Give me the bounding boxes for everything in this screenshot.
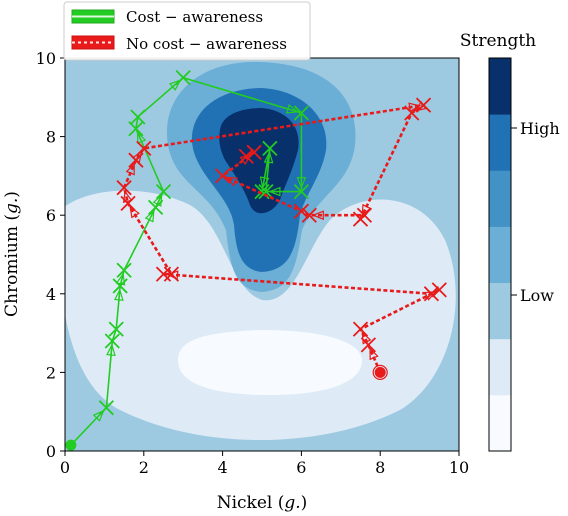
- y-axis-ticks: 0 2 4 6 8 10: [36, 49, 65, 461]
- x-axis-label-close: ): [301, 493, 308, 513]
- colorbar-label-high: High: [520, 119, 560, 138]
- x-tick-label: 2: [139, 458, 149, 477]
- colorbar-label-low: Low: [520, 286, 554, 305]
- y-tick-label: 0: [46, 442, 56, 461]
- series-arrowhead-cost-awareness: [285, 104, 300, 114]
- series-arrowhead-cost-awareness: [268, 186, 281, 197]
- series-point-marker-no-cost-awareness: [155, 266, 172, 282]
- series-point-marker-no-cost-awareness: [423, 286, 440, 302]
- legend-box: [63, 1, 311, 61]
- series-arrowhead-no-cost-awareness: [361, 203, 372, 217]
- series-point-marker-no-cost-awareness: [136, 140, 152, 157]
- legend: Cost − awareness No cost − awareness: [63, 1, 311, 61]
- series-point-marker-no-cost-awareness: [360, 337, 377, 353]
- y-tick-label: 10: [36, 49, 56, 68]
- series-point-marker-no-cost-awareness: [415, 97, 432, 113]
- series-point-marker-no-cost-awareness: [116, 180, 132, 196]
- series-arrowhead-no-cost-awareness: [369, 347, 379, 361]
- series-point-marker-cost-awareness: [130, 109, 146, 125]
- series-point-marker-cost-awareness: [104, 333, 120, 349]
- series-arrowhead-cost-awareness: [115, 272, 126, 286]
- series-point-marker-no-cost-awareness: [404, 105, 420, 121]
- x-tick-label: 4: [218, 458, 228, 477]
- x-axis-ticks: 0 2 4 6 8 10: [60, 451, 469, 477]
- y-tick-label: 8: [46, 128, 56, 147]
- colorbar-title: Strength: [460, 31, 536, 51]
- series-point-marker-no-cost-awareness: [163, 266, 180, 282]
- colorbar: [488, 57, 512, 452]
- legend-label-cost-awareness: Cost − awareness: [126, 8, 263, 26]
- series-point-marker-cost-awareness: [175, 70, 191, 86]
- series-point-marker-no-cost-awareness: [120, 195, 136, 212]
- colorbar-band: [489, 394, 511, 452]
- series-point-marker-no-cost-awareness: [356, 207, 373, 223]
- series-arrowhead-cost-awareness: [136, 130, 147, 145]
- legend-swatch-cost-awareness: [71, 9, 115, 24]
- series-point-marker-cost-awareness: [155, 183, 172, 200]
- series-arrowhead-cost-awareness: [92, 409, 105, 422]
- legend-swatch-no-cost-awareness: [71, 35, 115, 50]
- series-point-marker-no-cost-awareness: [214, 168, 231, 184]
- contour-background: [65, 58, 459, 451]
- y-axis-label: Chromium (g.): [2, 191, 22, 317]
- colorbar-band: [489, 58, 511, 115]
- series-point-marker-cost-awareness: [108, 321, 124, 337]
- series-start-marker-cost-awareness: [65, 439, 77, 451]
- y-tick-label: 4: [46, 285, 56, 304]
- series-arrowhead-cost-awareness: [106, 343, 116, 356]
- series-point-marker-no-cost-awareness: [238, 148, 254, 164]
- series-arrowhead-cost-awareness: [263, 150, 274, 164]
- colorbar-frame: [488, 57, 512, 452]
- series-point-marker-cost-awareness: [147, 199, 164, 215]
- series-point-marker-no-cost-awareness: [128, 152, 144, 168]
- series-point-marker-cost-awareness: [112, 278, 128, 294]
- series-arrowhead-no-cost-awareness: [122, 190, 133, 203]
- y-axis-label-main: Chromium (: [2, 214, 22, 317]
- series-arrowhead-no-cost-awareness: [125, 162, 135, 176]
- colorbar-band: [489, 114, 511, 171]
- series-point-marker-cost-awareness: [293, 105, 310, 121]
- colorbar-band: [489, 170, 511, 227]
- series-line-cost-awareness: [70, 76, 303, 446]
- colorbar-band: [489, 226, 511, 283]
- x-axis-label: Nickel (g.): [217, 493, 308, 513]
- series-arrowhead-cost-awareness: [168, 79, 182, 91]
- series-point-marker-no-cost-awareness: [352, 321, 369, 337]
- x-tick-label: 10: [449, 458, 469, 477]
- series-start-ring-no-cost-awareness: [372, 364, 388, 380]
- series-point-marker-no-cost-awareness: [293, 203, 310, 219]
- y-axis-label-close: ): [2, 191, 22, 198]
- series-start-marker-no-cost-awareness: [374, 366, 386, 378]
- contour-level-lower-light: [65, 190, 456, 440]
- series-arrowhead-cost-awareness: [144, 209, 155, 223]
- y-tick-label: 2: [46, 363, 56, 382]
- series-point-marker-no-cost-awareness: [431, 282, 447, 298]
- series-point-marker-cost-awareness: [293, 183, 310, 200]
- series-point-marker-no-cost-awareness: [301, 207, 317, 223]
- series-arrowhead-cost-awareness: [259, 176, 270, 190]
- series-arrowhead-no-cost-awareness: [224, 176, 238, 187]
- series-point-marker-cost-awareness: [98, 400, 115, 416]
- y-axis-label-unit: g.: [2, 198, 22, 214]
- colorbar-band: [489, 282, 511, 340]
- series-point-marker-no-cost-awareness: [246, 144, 262, 160]
- legend-label-no-cost-awareness: No cost − awareness: [126, 35, 287, 53]
- colorbar-band: [489, 338, 511, 396]
- series-layer: [65, 70, 447, 451]
- series-arrowhead-cost-awareness: [296, 177, 307, 190]
- x-tick-label: 6: [296, 458, 306, 477]
- x-axis-label-main: Nickel (: [217, 493, 285, 513]
- series-arrowhead-cost-awareness: [113, 288, 124, 301]
- x-tick-label: 8: [375, 458, 385, 477]
- y-tick-label: 6: [46, 206, 56, 225]
- contour-level-lower-white: [178, 330, 362, 395]
- x-tick-label: 0: [60, 458, 70, 477]
- series-arrowhead-no-cost-awareness: [311, 210, 324, 221]
- series-point-marker-cost-awareness: [116, 262, 132, 278]
- x-axis-label-unit: g.: [284, 493, 300, 513]
- series-point-marker-cost-awareness: [262, 140, 278, 157]
